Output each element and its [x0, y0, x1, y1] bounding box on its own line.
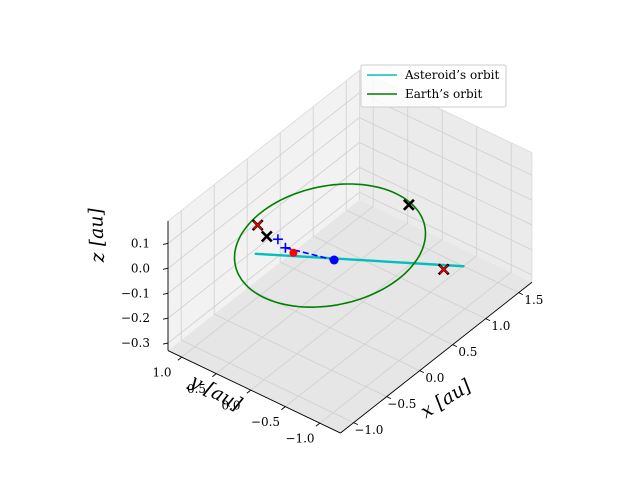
- x-tick-label: −0.5: [387, 397, 416, 411]
- grid-x-4: [312, 106, 486, 319]
- grid-y-1: [216, 93, 409, 374]
- grid-x-1: [213, 184, 387, 397]
- cross-stroke: [402, 198, 415, 211]
- dashed-segment: [285, 247, 335, 261]
- y-tick-2: [246, 389, 252, 394]
- y-tick-1: [212, 373, 217, 378]
- grid-x-2: [246, 158, 420, 371]
- z-tick-label: 0.0: [131, 261, 150, 275]
- x-tick-label: −1.0: [354, 423, 383, 437]
- y-tick-3: [281, 406, 286, 411]
- z-tick-label: −0.3: [121, 336, 150, 350]
- x-tick-label: 1.0: [491, 319, 510, 333]
- red-dot-marker: [289, 248, 298, 257]
- y-tick-label: 0.0: [221, 399, 240, 413]
- x-axis-line: [340, 281, 533, 434]
- tick-labels: −1.0 −0.5 0.0 0.5 1.0 1.5 1.0 0.5 0.0 −0.5 −1.0 0.1…: [121, 236, 544, 445]
- x-tick-5: [518, 292, 524, 296]
- x-tick-2: [419, 370, 425, 374]
- black-cross-marker: [402, 198, 415, 211]
- grid-x-0: [180, 210, 354, 423]
- z-tick-0: [162, 243, 169, 245]
- legend: Asteroid’s orbit Earth’s orbit: [360, 64, 507, 108]
- y-axis-line: [167, 350, 341, 434]
- cross-stroke: [260, 230, 273, 243]
- y-tick-4: [315, 422, 321, 427]
- z-tick-2: [162, 292, 169, 295]
- y-tick-label: −1.0: [285, 432, 314, 446]
- asteroid-orbit-line: [254, 252, 465, 268]
- x-tick-1: [386, 396, 392, 400]
- z-tick-3: [162, 317, 169, 320]
- earth-orbit-line: [233, 183, 427, 309]
- y-tick-label: 1.0: [152, 366, 171, 380]
- legend-label-asteroid: Asteroid’s orbit: [404, 68, 499, 82]
- cross-stroke: [253, 220, 263, 230]
- black-cross-marker: [260, 230, 273, 243]
- z-axis-label: z [au]: [85, 207, 109, 264]
- x-tick-3: [452, 344, 458, 348]
- pane-floor: [168, 199, 532, 433]
- x-tick-0: [353, 422, 359, 426]
- z-tick-label: −0.1: [121, 286, 150, 300]
- y-tick-label: 0.5: [187, 382, 206, 396]
- x-tick-label: 1.5: [524, 293, 543, 307]
- grid-y-3: [285, 126, 478, 407]
- markers: [251, 198, 450, 276]
- y-tick-0: [177, 356, 183, 361]
- x-tick-label: 0.5: [458, 345, 477, 359]
- cross-stroke: [439, 264, 449, 274]
- z-tick-4: [162, 342, 169, 345]
- grid-y-0: [181, 76, 374, 358]
- pane-edge-3: [167, 69, 360, 222]
- z-tick-label: −0.2: [121, 311, 150, 325]
- grid-x-3: [279, 132, 453, 345]
- z-tick-label: 0.1: [131, 236, 150, 250]
- legend-label-earth: Earth’s orbit: [405, 87, 482, 101]
- y-tick-label: −0.5: [251, 415, 280, 429]
- blue-plus-marker: [272, 234, 291, 253]
- grid-y-4: [319, 142, 512, 424]
- x-tick-4: [485, 318, 491, 322]
- data-series: [233, 183, 465, 309]
- red-cross-marker: [253, 220, 263, 230]
- legend-frame: [360, 64, 507, 108]
- grid-y-2: [250, 109, 443, 391]
- red-cross-marker: [439, 264, 449, 274]
- blue-dot-marker: [329, 255, 339, 265]
- z-tick-1: [162, 267, 169, 270]
- x-tick-label: 0.0: [425, 371, 444, 385]
